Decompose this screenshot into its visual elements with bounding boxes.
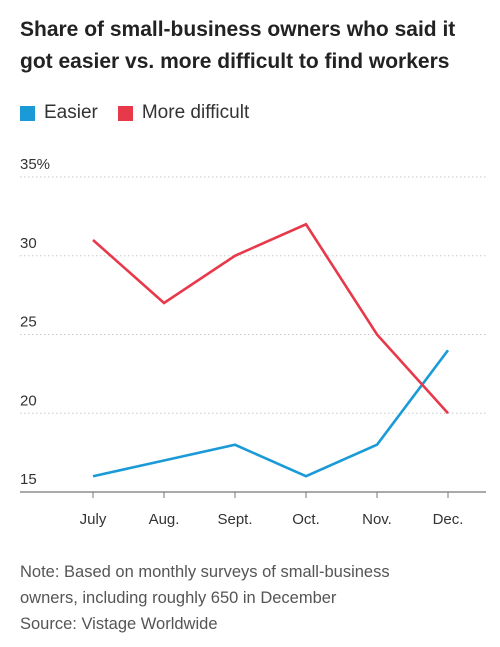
legend-label-more-difficult: More difficult	[141, 102, 250, 123]
chart-title-line-1: Share of small-business owners who said …	[20, 18, 456, 41]
legend-label-easier: Easier	[44, 102, 98, 123]
x-tick-label-july: July	[80, 511, 107, 528]
legend-item-more-difficult: More difficult	[117, 102, 250, 124]
x-tick-label-dec: Dec.	[433, 511, 464, 528]
source-line: Source: Vistage Worldwide	[20, 615, 218, 633]
legend-swatch-more-difficult	[117, 105, 133, 121]
y-tick-label-15: 15	[20, 471, 37, 488]
note-line-1: Note: Based on monthly surveys of small-…	[20, 563, 390, 581]
chart-notes: Note: Based on monthly surveys of small-…	[20, 559, 490, 637]
legend: Easier More difficult	[20, 102, 269, 124]
chart-title-line-2: got easier vs. more difficult to find wo…	[20, 50, 450, 73]
x-tick-label-nov: Nov.	[362, 511, 392, 528]
series-line-more-difficult	[92, 222, 449, 415]
y-tick-label-35: 35%	[20, 156, 50, 173]
legend-swatch-easier	[20, 105, 35, 121]
legend-item-easier: Easier	[20, 102, 98, 124]
line-chart: 15 20 25 30 35% July Aug. Sept. Oct. Nov. Dec.	[20, 156, 486, 528]
chart-title: Share of small-business owners who said …	[20, 14, 485, 78]
note-line-2: owners, including roughly 650 in Decembe…	[20, 589, 337, 607]
y-tick-label-30: 30	[20, 235, 37, 252]
x-tick-label-sept: Sept.	[217, 511, 252, 528]
y-tick-label-25: 25	[20, 314, 37, 331]
x-tick-label-aug: Aug.	[149, 511, 180, 528]
x-tick-label-oct: Oct.	[292, 511, 320, 528]
series-line-easier	[92, 349, 450, 478]
y-tick-label-20: 20	[20, 392, 37, 409]
